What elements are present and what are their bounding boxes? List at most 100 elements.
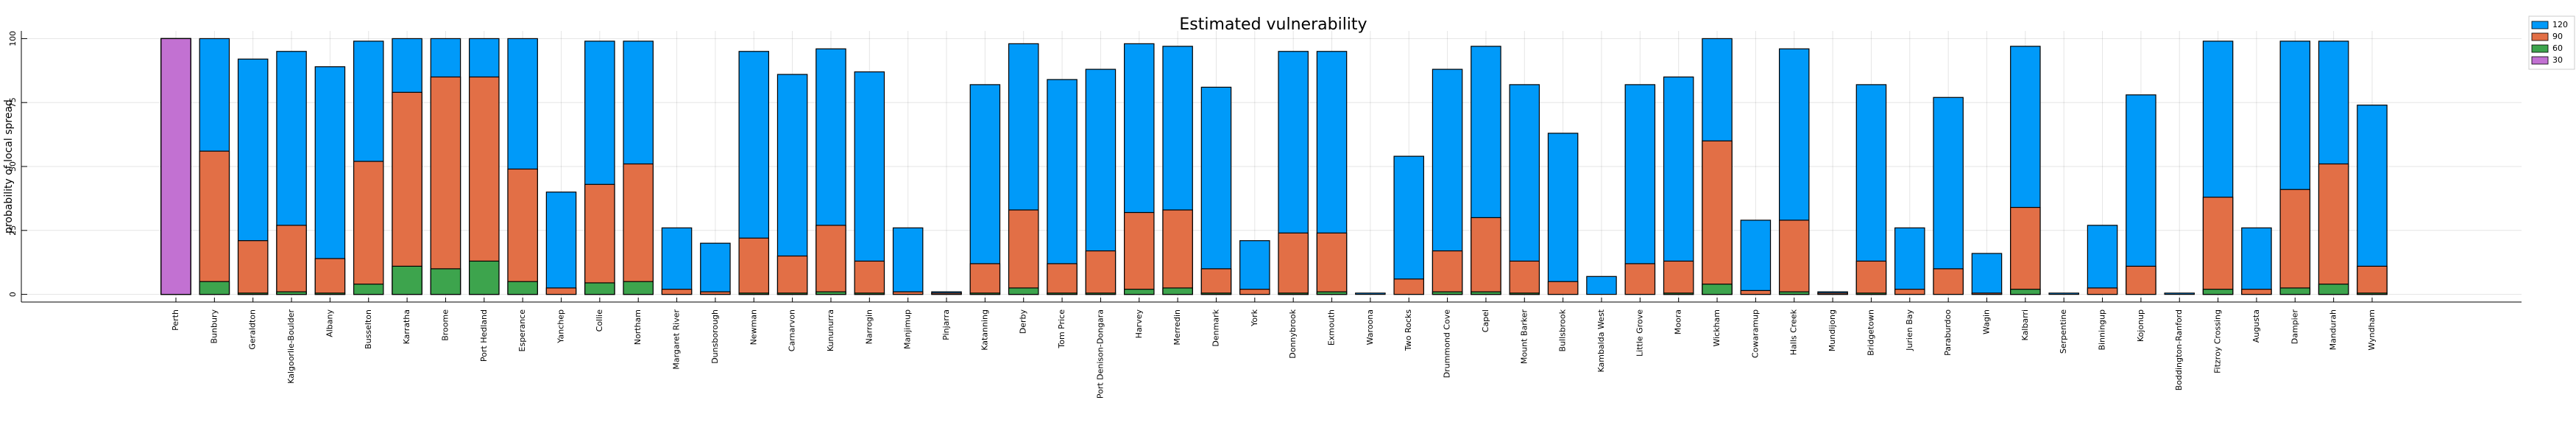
x-tick-label: Port Hedland xyxy=(479,309,489,362)
bar xyxy=(237,292,269,295)
bar xyxy=(1393,155,1424,295)
bar xyxy=(1471,291,1501,295)
x-tick-label: Two Rocks xyxy=(1404,309,1413,351)
bar xyxy=(314,66,346,295)
x-tick-label: Augusta xyxy=(2251,309,2261,343)
bar xyxy=(1355,292,1386,295)
bar xyxy=(507,281,538,295)
bar xyxy=(545,192,577,295)
x-tick-label: Kojonup xyxy=(2136,309,2145,342)
bar xyxy=(1162,287,1193,295)
bar xyxy=(1702,140,1733,295)
bar xyxy=(1971,253,2003,295)
bar xyxy=(2126,94,2156,295)
x-tick-label: Donnybrook xyxy=(1288,309,1298,358)
x-tick-label: Exmouth xyxy=(1327,309,1337,345)
bar xyxy=(700,242,731,295)
bar xyxy=(1894,289,1925,295)
x-tick-label: Fitzroy Crossing xyxy=(2213,309,2223,373)
bar xyxy=(1740,290,1772,295)
bar xyxy=(1855,292,1887,295)
bar xyxy=(815,291,846,295)
bar xyxy=(854,292,885,295)
bar xyxy=(623,163,654,295)
bar xyxy=(1008,287,1039,295)
bar xyxy=(1085,292,1117,295)
bar xyxy=(430,268,461,295)
x-tick-label: Pinjarra xyxy=(941,309,951,340)
bar xyxy=(314,258,346,295)
x-tick-label: Derby xyxy=(1019,309,1028,334)
bar xyxy=(1393,278,1424,295)
bar xyxy=(1047,79,1078,295)
x-tick-label: Tom Price xyxy=(1057,309,1066,349)
bar xyxy=(1239,289,1270,295)
x-tick-label: Moora xyxy=(1674,309,1683,334)
bar xyxy=(1200,292,1232,295)
bar xyxy=(854,260,885,295)
bar xyxy=(1471,217,1501,295)
bar xyxy=(1778,291,1810,295)
bar xyxy=(1778,220,1810,295)
bar xyxy=(545,287,577,295)
x-tick-label: Jurien Bay xyxy=(1905,309,1914,351)
bar xyxy=(969,84,1001,295)
bar xyxy=(2279,189,2311,295)
bar xyxy=(353,284,384,295)
bar xyxy=(1740,220,1772,295)
x-tick-label: Waroona xyxy=(1365,309,1375,345)
bar xyxy=(1702,284,1733,295)
bar xyxy=(199,281,230,295)
bar xyxy=(1855,84,1887,295)
bar xyxy=(969,263,1001,295)
x-tick-label: Bullsbrook xyxy=(1558,309,1568,351)
legend-swatch xyxy=(2531,44,2549,53)
x-tick-label: Cowaramup xyxy=(1750,309,1760,358)
bar xyxy=(700,291,731,295)
bar xyxy=(2241,227,2272,295)
bar xyxy=(1933,97,1964,295)
bar xyxy=(776,292,808,295)
x-tick-label: Paraburdoo xyxy=(1943,309,1953,356)
bar xyxy=(738,237,770,295)
x-tick-label: Northam xyxy=(633,309,643,345)
x-tick-label: Dampier xyxy=(2290,309,2299,345)
bar xyxy=(661,227,693,295)
y-axis-label: probability of local spread xyxy=(3,99,15,234)
bar xyxy=(2318,163,2349,295)
x-tick-label: Port Denison-Dongara xyxy=(1095,309,1105,399)
bar xyxy=(1509,292,1540,295)
bar xyxy=(2202,197,2234,295)
bar xyxy=(1124,211,1155,295)
legend-label: 90 xyxy=(2552,32,2563,41)
x-tick-label: Katanning xyxy=(980,309,989,351)
y-tick-label: 25 xyxy=(8,225,18,236)
x-tick-label: Mundijong xyxy=(1827,309,1837,351)
bar xyxy=(1817,292,1848,295)
bar xyxy=(738,292,770,295)
bar xyxy=(1200,86,1232,295)
x-tick-label: Dunsborough xyxy=(710,309,720,364)
bar xyxy=(815,225,846,295)
bar xyxy=(2010,206,2041,295)
bar xyxy=(1663,292,1694,295)
x-tick-label: Carnarvon xyxy=(788,309,797,351)
bar xyxy=(1278,232,1309,295)
bar xyxy=(1239,240,1270,295)
bar xyxy=(1624,263,1656,295)
x-tick-label: Karratha xyxy=(402,309,411,344)
bar xyxy=(2318,284,2349,295)
x-tick-label: Drummond Cove xyxy=(1443,309,1452,378)
bar xyxy=(507,168,538,295)
bar xyxy=(1894,227,1925,295)
x-tick-label: Busselton xyxy=(364,309,373,349)
x-tick-label: Mount Barker xyxy=(1519,309,1529,365)
bar xyxy=(1624,84,1656,295)
x-tick-label: Kalbarri xyxy=(2020,309,2030,340)
x-tick-label: Narrogin xyxy=(864,309,874,344)
x-tick-label: Yanchep xyxy=(556,309,566,344)
x-tick-label: Wickham xyxy=(1712,309,1722,347)
bar xyxy=(1509,84,1540,295)
x-tick-label: Harvey xyxy=(1134,309,1144,339)
legend-label: 60 xyxy=(2552,43,2563,53)
